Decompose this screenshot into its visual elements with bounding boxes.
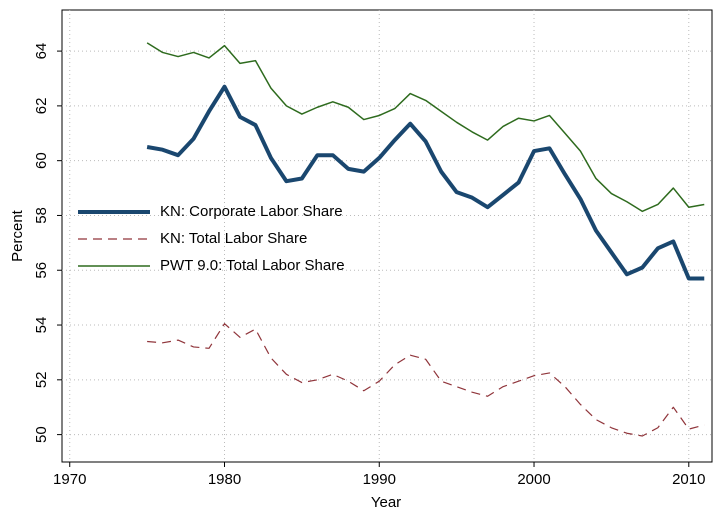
y-tick-label: 58 bbox=[33, 207, 50, 224]
plot-frame bbox=[61, 9, 713, 463]
line-series bbox=[146, 42, 705, 213]
x-tick-label: 1990 bbox=[363, 471, 396, 488]
x-tick-label: 1970 bbox=[53, 471, 86, 488]
y-tick-label: 54 bbox=[33, 317, 50, 334]
legend-label: KN: Total Labor Share bbox=[160, 230, 307, 247]
line-series bbox=[147, 323, 705, 437]
legend-label: KN: Corporate Labor Share bbox=[160, 203, 343, 220]
y-tick-label: 56 bbox=[33, 262, 50, 279]
legend-label: PWT 9.0: Total Labor Share bbox=[160, 257, 345, 274]
y-tick-label: 50 bbox=[33, 426, 50, 443]
y-axis-label: Percent bbox=[9, 209, 26, 262]
y-tick-label: 62 bbox=[33, 98, 50, 115]
y-tick-label: 64 bbox=[33, 43, 50, 60]
y-tick-label: 60 bbox=[33, 152, 50, 169]
x-tick-label: 2000 bbox=[517, 471, 550, 488]
line-series bbox=[146, 84, 705, 281]
x-tick-label: 2010 bbox=[672, 471, 705, 488]
y-tick-label: 52 bbox=[33, 371, 50, 388]
x-axis-label: Year bbox=[371, 494, 401, 511]
x-tick-label: 1980 bbox=[208, 471, 241, 488]
